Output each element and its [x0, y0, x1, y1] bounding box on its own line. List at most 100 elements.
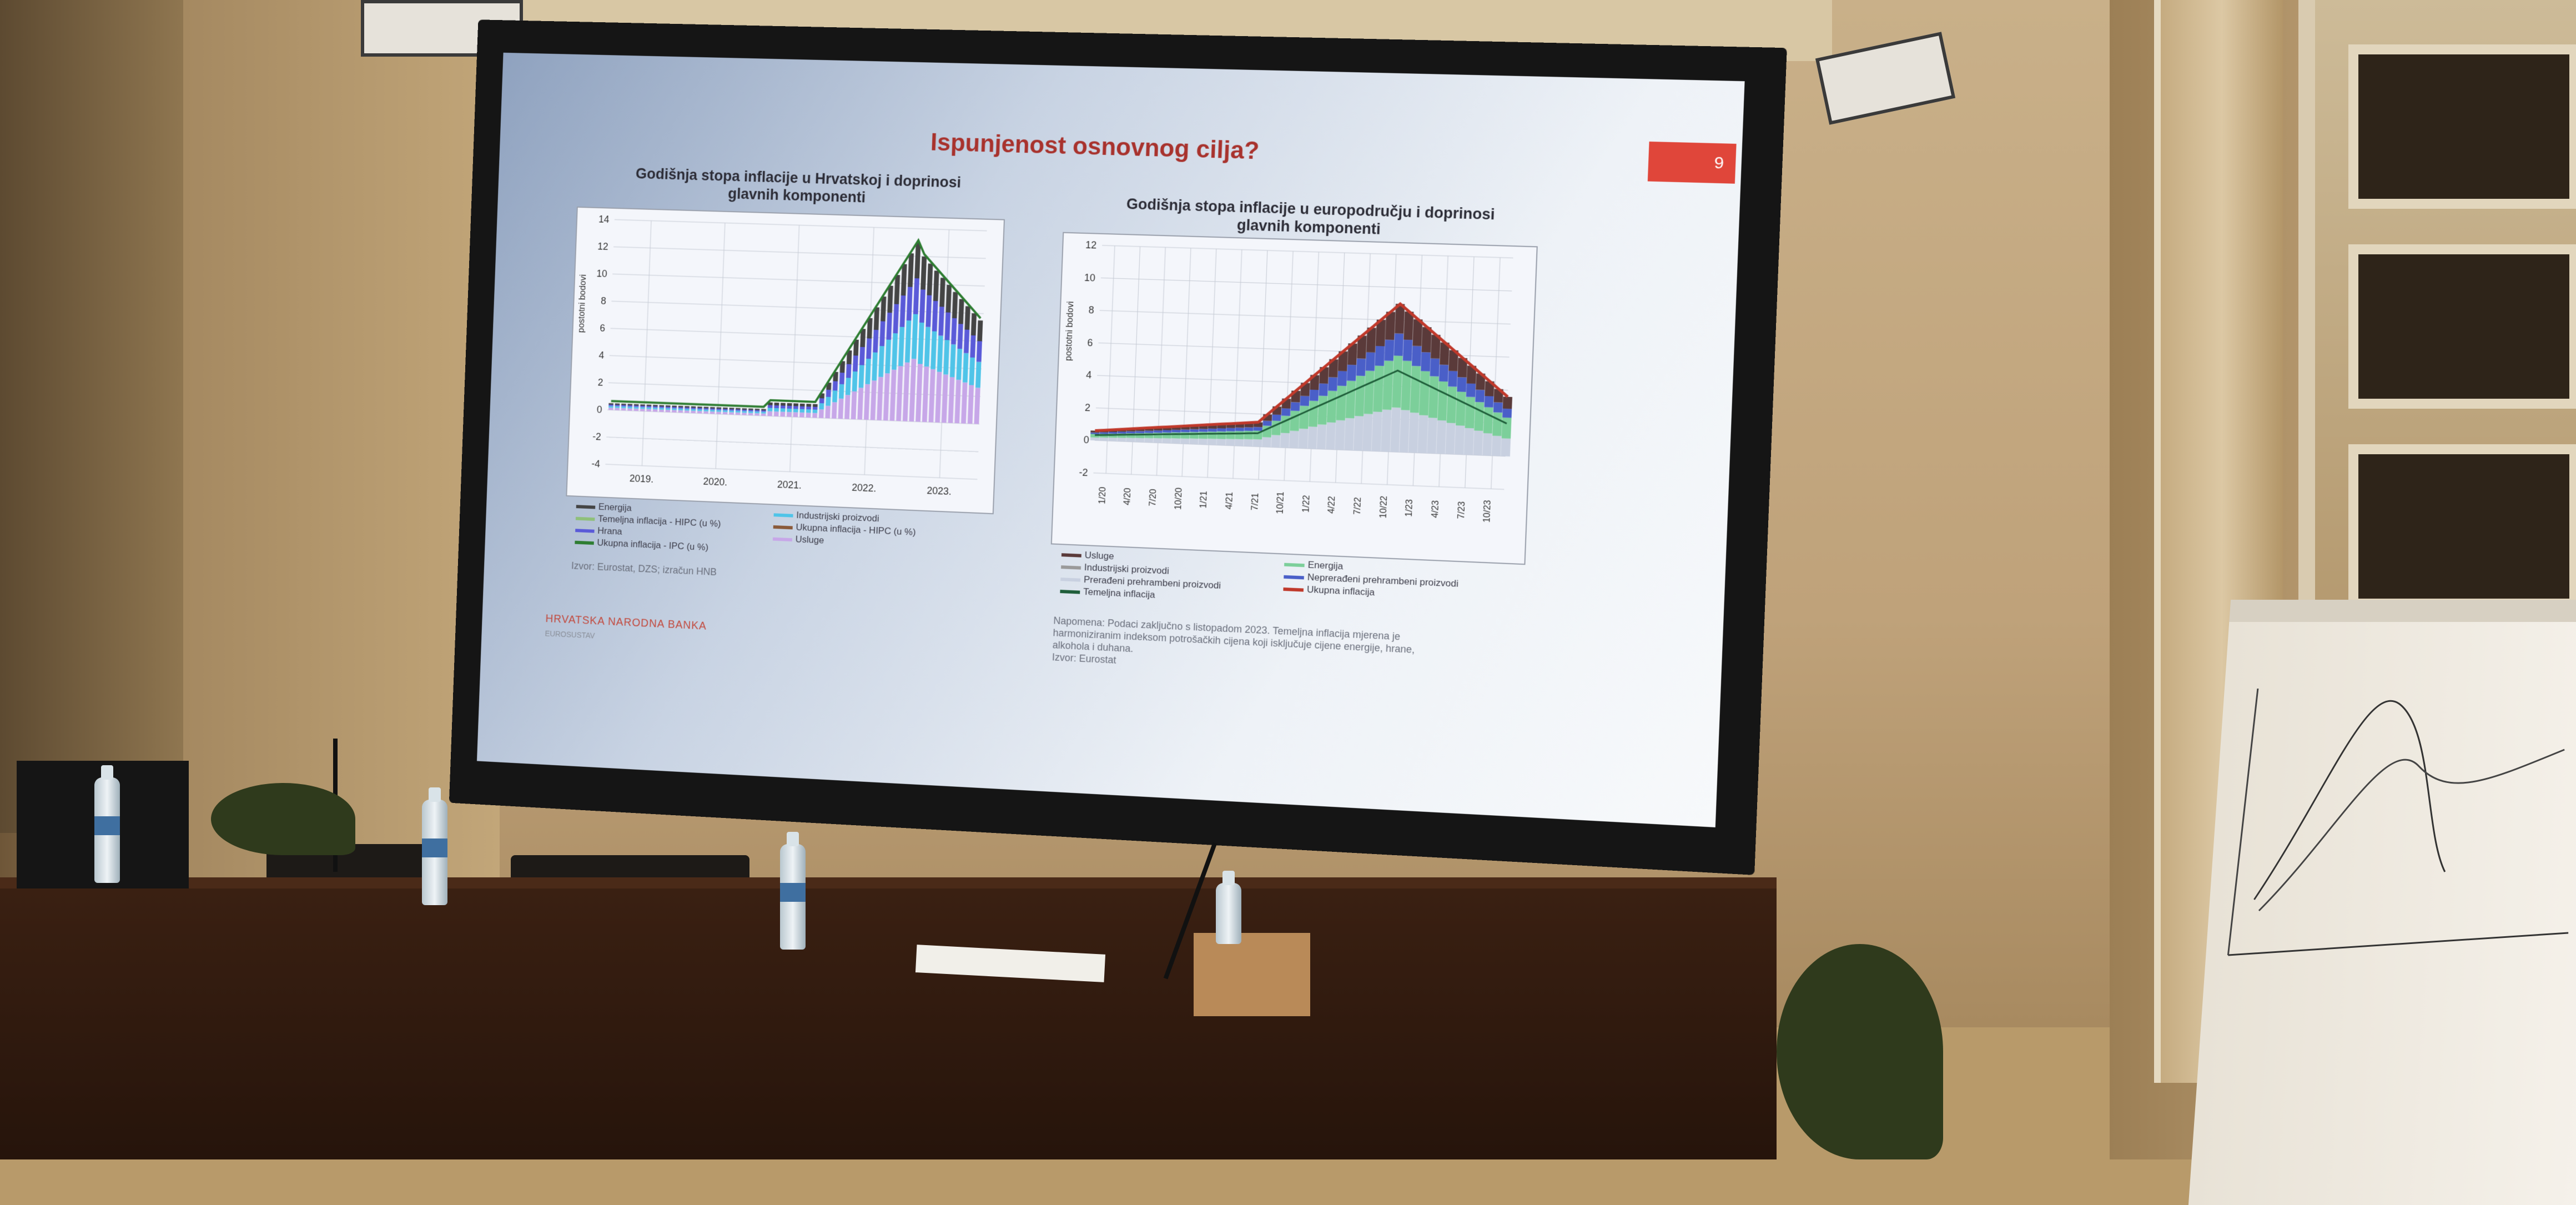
- left-chart-bar: [666, 405, 671, 407]
- left-chart: 14121086420-2-4 2019. 2020. 2021. 2022. 2023…: [567, 208, 1004, 513]
- right-chart-area-segment: [1347, 365, 1356, 381]
- left-chart-bar: [915, 364, 923, 421]
- legend-swatch: [576, 516, 595, 520]
- left-chart-xtick: 2019.: [630, 473, 654, 485]
- left-chart-bar: [634, 405, 639, 407]
- left-chart-bar: [844, 395, 850, 419]
- left-chart-bar: [660, 405, 665, 406]
- right-chart-area-segment: [1291, 402, 1300, 411]
- left-chart-bar: [634, 404, 639, 406]
- right-chart-area-segment: [1118, 431, 1126, 434]
- left-chart-bar: [608, 406, 613, 408]
- left-chart-bar: [846, 378, 851, 395]
- left-chart-bar: [800, 404, 805, 406]
- left-chart-bar: [640, 407, 645, 409]
- left-chart-title: Godišnja stopa inflacije u Hrvatskoj i d…: [603, 164, 993, 210]
- right-chart-area-segment: [1354, 416, 1364, 451]
- water-bottle: [422, 800, 447, 905]
- left-chart-bar: [710, 408, 715, 410]
- left-chart-source: Izvor: Eurostat, DZS; izračun HNB: [571, 560, 717, 578]
- left-chart-bar: [839, 384, 844, 399]
- left-chart-bar: [872, 352, 878, 380]
- left-chart-bar: [710, 410, 715, 411]
- left-chart-bar: [768, 405, 773, 408]
- left-chart-bar: [748, 409, 753, 410]
- left-chart-bar: [838, 399, 844, 419]
- left-chart-bar: [716, 410, 721, 411]
- left-chart-bar: [767, 411, 772, 416]
- legend-label: Ukupna inflacija: [1307, 584, 1375, 598]
- left-chart-bar: [646, 407, 651, 409]
- left-chart-bar: [653, 406, 658, 408]
- right-chart-area-segment: [1253, 439, 1262, 447]
- left-chart-bar: [761, 409, 766, 410]
- left-chart-bar: [729, 410, 734, 412]
- left-chart-bar: [859, 365, 864, 388]
- right-chart-xtick: 4/20: [1123, 488, 1133, 505]
- right-chart-area-segment: [1484, 396, 1493, 408]
- right-chart-area-segment: [1190, 432, 1199, 439]
- right-chart-area-segment: [1327, 391, 1337, 423]
- right-chart-area-segment: [1289, 431, 1299, 449]
- right-chart-ytick: 2: [1085, 402, 1091, 414]
- name-stand: [1194, 933, 1310, 1016]
- left-chart-bar: [968, 385, 974, 424]
- right-chart-area-segment: [1226, 431, 1235, 439]
- window-pane: [2348, 444, 2576, 609]
- left-chart-bar: [956, 349, 962, 380]
- right-chart-area-segment: [1299, 406, 1309, 429]
- left-chart-bar: [647, 406, 652, 408]
- left-chart-bar: [806, 413, 811, 418]
- left-chart-bar: [793, 406, 798, 409]
- left-chart-bar: [865, 359, 871, 384]
- left-chart-bar: [768, 408, 773, 411]
- left-chart-bar: [832, 402, 837, 419]
- left-chart-bar: [970, 335, 975, 358]
- left-chart-bar: [723, 412, 728, 415]
- right-chart-area-segment: [1436, 420, 1447, 454]
- left-chart-bar: [774, 408, 779, 411]
- right-chart-xtick: 10/21: [1275, 491, 1286, 514]
- left-chart-bar: [646, 409, 651, 412]
- left-chart-bar: [890, 370, 897, 421]
- left-chart-bar: [907, 287, 913, 321]
- right-chart-ylabel: postotni bodovi: [1064, 301, 1075, 361]
- right-chart-area-segment: [1108, 438, 1117, 441]
- left-chart-bar: [826, 390, 831, 397]
- left-chart-bar: [755, 410, 760, 411]
- legend-swatch: [1283, 587, 1304, 591]
- right-chart-xtick: 7/20: [1148, 489, 1158, 506]
- left-chart-bar: [672, 407, 677, 409]
- right-chart-area-segment: [1502, 418, 1512, 439]
- right-chart-area-segment: [1309, 390, 1319, 401]
- left-chart-bar: [754, 413, 759, 416]
- left-chart-bar: [729, 412, 734, 415]
- legend-label: Usluge: [795, 534, 824, 546]
- left-chart-bar: [678, 410, 683, 413]
- left-chart-bar: [697, 411, 702, 414]
- right-chart-area-segment: [1153, 438, 1162, 443]
- legend-swatch: [1061, 565, 1081, 570]
- left-chart-bar: [793, 403, 798, 406]
- right-chart-area-segment: [1482, 433, 1492, 456]
- left-chart-ylabel: postotni bodovi: [577, 274, 588, 333]
- right-chart-area-segment: [1466, 383, 1476, 397]
- left-chart-bar: [678, 407, 683, 409]
- right-chart-area-segment: [1254, 427, 1262, 431]
- right-chart-xtick: 10/22: [1378, 496, 1389, 519]
- left-chart-bar: [833, 381, 838, 390]
- right-chart-area-segment: [1180, 438, 1189, 444]
- left-chart-bar: [887, 285, 893, 313]
- left-chart-bar: [742, 413, 747, 415]
- left-chart-gridline: [605, 464, 977, 479]
- left-chart-bar: [736, 413, 741, 415]
- water-bottle: [1216, 883, 1241, 944]
- left-chart-ytick: -2: [592, 431, 601, 442]
- left-chart-frame: 14 12 10 8 6 4 2 0 -2 -4 2019. 2020. 2021. 2022. 2023…: [566, 207, 1005, 514]
- right-chart-area-segment: [1501, 438, 1511, 456]
- right-chart-area-segment: [1281, 408, 1291, 416]
- left-chart-bar: [919, 289, 925, 323]
- right-chart-ytick: 12: [1085, 239, 1097, 251]
- right-chart-area-segment: [1171, 438, 1180, 444]
- left-chart-bar: [666, 410, 671, 413]
